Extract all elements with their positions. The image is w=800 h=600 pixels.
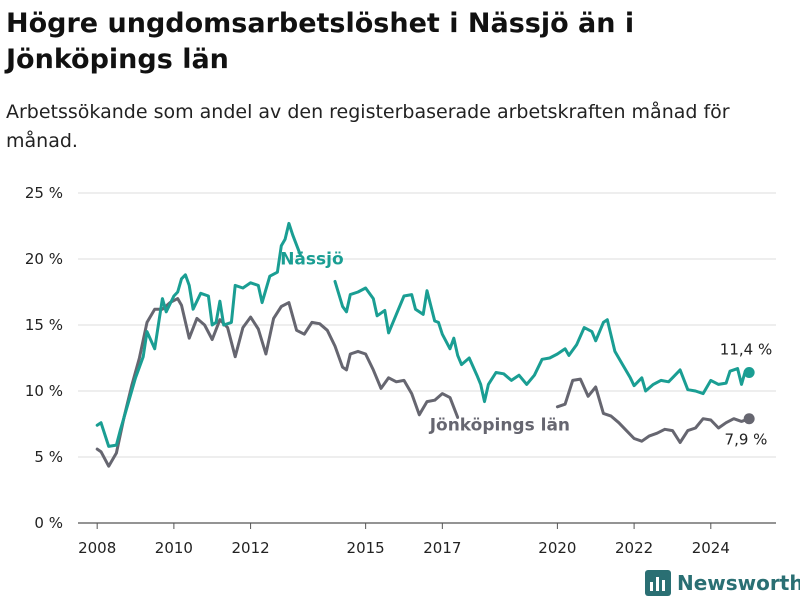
chart-subtitle: Arbetssökande som andel av den registerb… (6, 101, 730, 152)
y-tick-label: 20 % (25, 250, 63, 268)
series-line-jonkopings-lan-2 (555, 377, 751, 444)
y-tick-label: 0 % (34, 514, 63, 532)
grid-lines (78, 192, 776, 524)
series-label-nassjo: Nässjö (280, 249, 343, 269)
series-line-nassjo-1 (95, 221, 302, 448)
series-labels: Nässjö Jönköpings län 11,4 % 7,9 % (280, 249, 772, 448)
end-label-jonkopings-lan: 7,9 % (725, 431, 768, 449)
newsworthy-logo: Newsworthy (645, 568, 800, 598)
x-axis-ticks: 2008 2010 2012 2015 2017 2020 2022 2024 (78, 523, 730, 557)
series-lines (95, 221, 755, 468)
y-tick-label: 25 % (25, 184, 63, 202)
y-tick-label: 15 % (25, 316, 63, 334)
x-tick-label: 2020 (538, 539, 576, 557)
x-tick-label: 2017 (423, 539, 461, 557)
x-tick-label: 2010 (155, 539, 193, 557)
end-point-jonkopings-lan (743, 413, 755, 425)
y-tick-label: 5 % (34, 448, 63, 466)
brand-name: Newsworthy (677, 571, 800, 595)
x-tick-label: 2024 (692, 539, 730, 557)
end-label-nassjo: 11,4 % (720, 341, 772, 359)
bar-chart-logo-icon (645, 570, 671, 596)
x-tick-label: 2015 (347, 539, 385, 557)
y-tick-label: 10 % (25, 382, 63, 400)
x-tick-label: 2008 (78, 539, 116, 557)
series-label-jonkopings-lan: Jönköpings län (429, 416, 570, 436)
x-tick-label: 2012 (231, 539, 269, 557)
chart-title: Högre ungdomsarbetslöshet i Nässjö än i … (6, 8, 635, 75)
x-tick-label: 2022 (615, 539, 653, 557)
series-line-jonkopings-lan-1 (95, 297, 460, 468)
end-point-nassjo (743, 367, 755, 379)
series-line-nassjo-2 (333, 279, 751, 404)
y-axis-ticks: 0 % 5 % 10 % 15 % 20 % 25 % (25, 184, 63, 532)
